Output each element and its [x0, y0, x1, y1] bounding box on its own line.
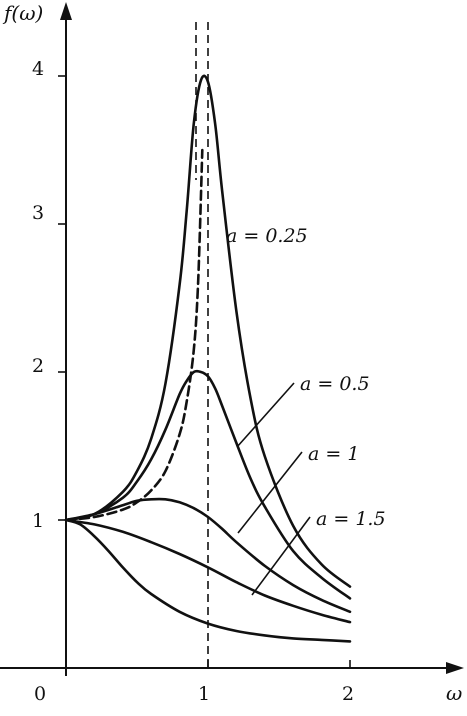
curve-label-4: a = 1.5 [316, 508, 386, 530]
y-axis-arrow [60, 2, 72, 20]
x-tick-label-1: 1 [198, 683, 210, 705]
curve-unlabeled-5 [64, 148, 204, 522]
curve-label-1: a = 0.25 [226, 225, 308, 247]
y-tick-label-3: 3 [32, 202, 44, 224]
y-tick-label-1: 1 [32, 510, 44, 532]
leader-line-2 [236, 382, 295, 448]
y-tick-label-2: 2 [32, 355, 44, 377]
curve-1-5 [64, 518, 352, 624]
leader-line-4 [251, 516, 311, 596]
curve-labels: a = 0.25 a = 0.5 a = 1 a = 1.5 [226, 225, 386, 596]
curve-label-2: a = 0.5 [300, 373, 370, 395]
x-axis-arrow [446, 662, 464, 674]
tick-marks [58, 22, 351, 668]
curves [64, 74, 352, 643]
curve-label-3: a = 1 [308, 443, 359, 465]
x-tick-label-2: 2 [342, 683, 354, 705]
curve-1 [64, 497, 352, 614]
leader-line-3 [237, 451, 303, 534]
x-axis-label: ω [446, 681, 462, 705]
curve-0-25 [64, 74, 352, 588]
curve-unlabeled-4 [64, 518, 352, 643]
y-tick-label-4: 4 [32, 58, 44, 80]
x-tick-label-0: 0 [34, 683, 46, 705]
y-axis-label: f(ω) [2, 1, 43, 25]
curve-0-5 [64, 369, 352, 600]
